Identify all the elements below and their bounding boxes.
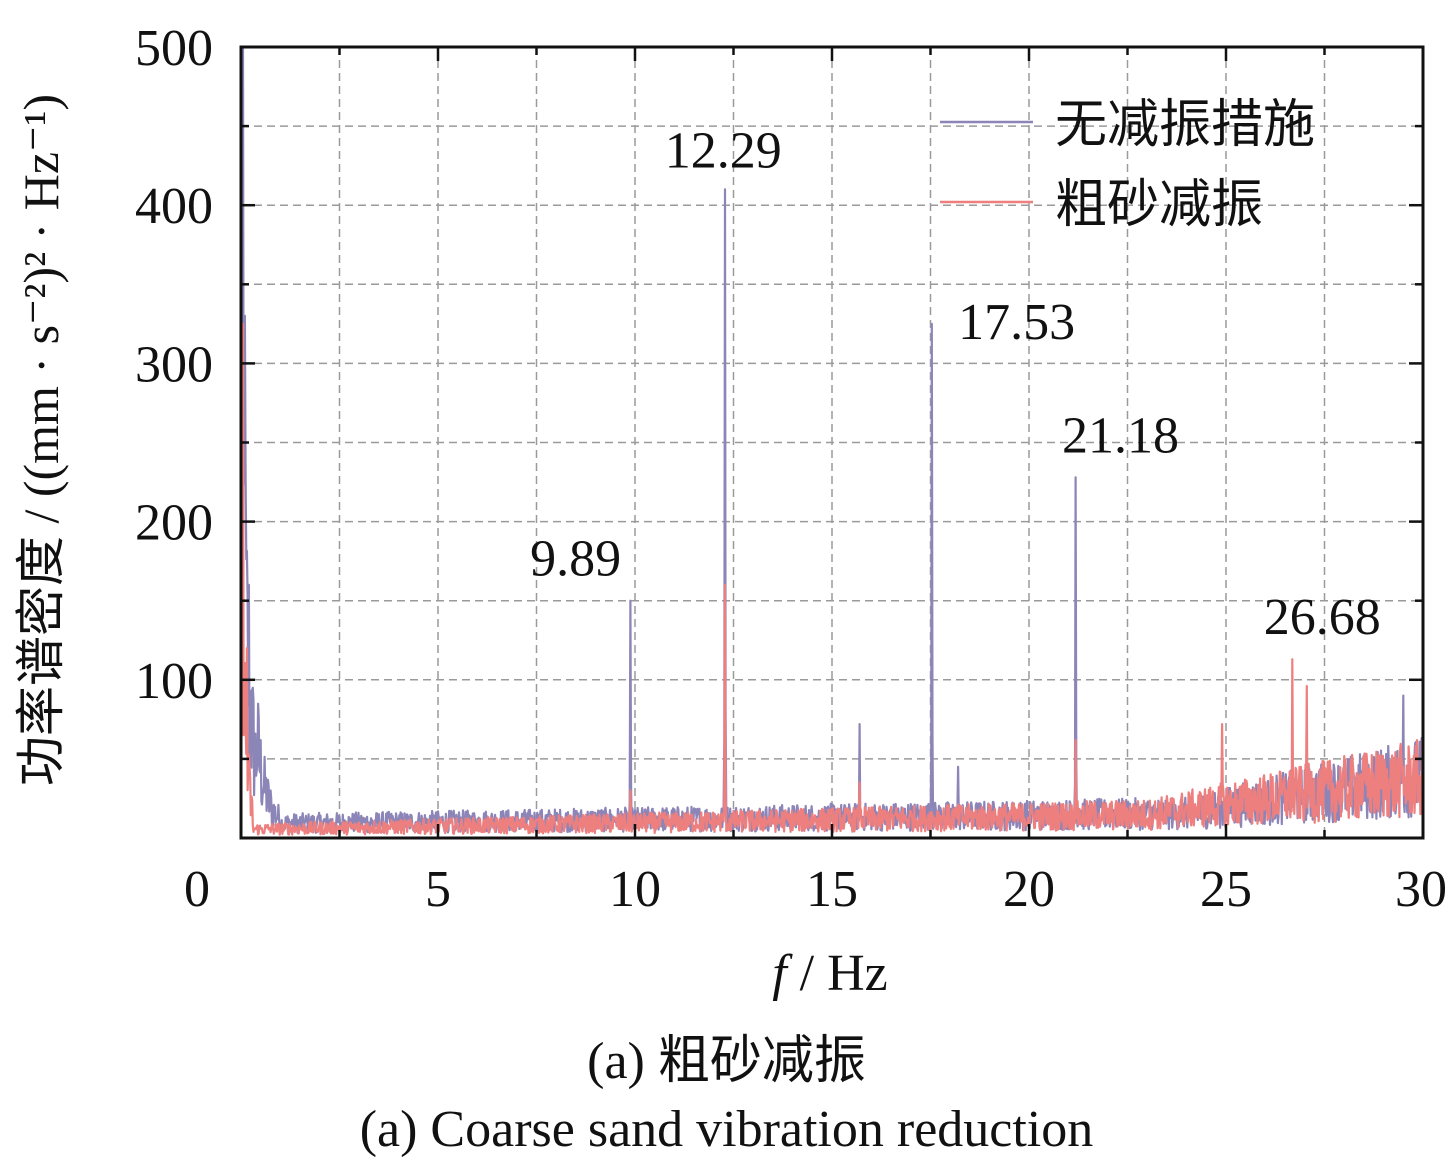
y-tick-label: 500 [135,20,213,77]
x-tick-label: 10 [609,861,661,918]
x-axis-label-unit: / Hz [787,945,888,1002]
y-tick-label: 200 [135,495,213,552]
x-tick-label: 20 [1003,861,1055,918]
x-tick-label: 30 [1395,861,1447,918]
x-tick-label: 15 [806,861,858,918]
peak-label: 21.18 [1062,407,1179,464]
peak-label: 9.89 [530,531,621,588]
y-axis-label: 功率谱密度 / ((mm · s⁻²)² · Hz⁻¹) [13,94,69,786]
series-layer [239,45,1425,836]
peak-label: 26.68 [1264,589,1381,646]
legend-label-1: 无减振措施 [1055,97,1315,154]
peak-label: 12.29 [665,122,782,179]
y-tick-label: 300 [135,336,213,393]
peak-labels: 9.89 12.29 17.53 21.18 26.68 [530,122,1381,646]
x-tick-label: 25 [1200,861,1252,918]
axis-ticks [239,45,1425,840]
legend-label-2: 粗砂减振 [1055,177,1263,234]
grid-lines [241,47,1423,838]
tick-labels: 0 5 10 15 20 25 30 100 200 300 400 500 [135,20,1447,918]
x-axis-label: f / Hz [772,945,888,1002]
series-line-2 [239,322,1425,836]
caption-chinese: (a) 粗砂减振 [587,1033,866,1090]
peak-label: 17.53 [958,294,1075,351]
y-tick-label: 400 [135,178,213,235]
x-tick-label: 5 [425,861,451,918]
y-tick-label: 100 [135,653,213,710]
caption-english: (a) Coarse sand vibration reduction [359,1101,1094,1158]
x-tick-label: 0 [184,861,210,918]
